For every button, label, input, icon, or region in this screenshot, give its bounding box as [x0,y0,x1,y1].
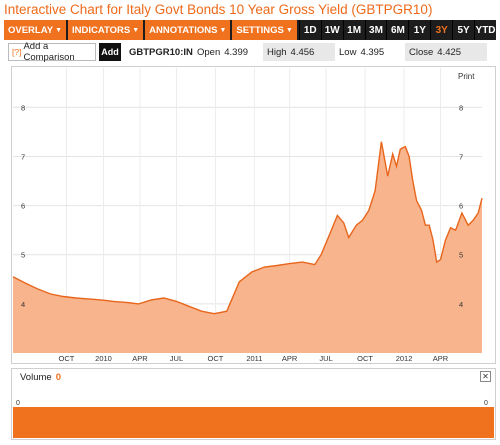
high-label: High [267,46,287,58]
indicators-menu-button[interactable]: INDICATORS ▼ [68,20,144,40]
y-tick-label-right: 4 [459,300,463,309]
annotations-menu-button[interactable]: ANNOTATIONS ▼ [145,20,231,40]
range-1m-button[interactable]: 1M [342,20,365,40]
chevron-down-icon: ▼ [55,26,62,34]
x-tick-label: APR [132,354,148,363]
x-tick-label: 2010 [95,354,112,363]
comparison-input[interactable]: [?] Add a Comparison [8,41,96,63]
x-tick-label: JUL [170,354,183,363]
y-axis-right: 4 5 6 7 8 [459,103,463,309]
ticker-label: GBTPGR10:IND [129,46,193,58]
low-label: Low [339,46,357,58]
yield-line [12,141,483,315]
y-tick-label-left: 8 [21,103,25,112]
close-icon[interactable]: ✕ [480,371,491,382]
high-price: High 4.456 [263,43,335,61]
overlay-menu-button[interactable]: OVERLAY ▼ [4,20,66,40]
y-tick-label-left: 5 [21,251,25,260]
annotations-menu-label: ANNOTATIONS [149,24,218,36]
indicators-menu-label: INDICATORS [72,24,131,36]
volume-bar [13,407,494,438]
x-tick-label: JUL [319,354,332,363]
close-value: 4.425 [437,46,462,58]
volume-panel: Volume 0 ✕ 0 0 [11,368,496,440]
y-tick-label-right: 5 [459,251,463,260]
range-1d-button[interactable]: 1D [298,20,321,40]
chart-title: Interactive Chart for Italy Govt Bonds 1… [4,2,433,17]
y-tick-label-right: 6 [459,202,463,211]
quote-bar: [?] Add a Comparison Add GBTPGR10:IND Op… [8,41,496,63]
x-tick-label: 2011 [246,354,262,363]
volume-chart: 0 0 [13,400,494,438]
low-value: 4.395 [360,46,385,58]
open-value: 4.399 [224,46,249,58]
x-tick-label: OCT [208,354,224,363]
close-price: Close 4.425 [405,43,487,61]
range-1w-button[interactable]: 1W [320,20,343,40]
yield-area [13,141,482,353]
ticker-symbol: GBTPGR10:IND [125,43,193,61]
y-axis-left: 4 5 6 7 8 [21,103,25,309]
low-price: Low 4.395 [335,43,405,61]
add-comparison-button[interactable]: Add [99,43,121,61]
y-tick-label-left: 4 [21,300,25,309]
chevron-down-icon: ▼ [285,26,293,34]
volume-title: Volume [20,372,52,383]
comparison-placeholder: Add a Comparison [23,41,75,63]
range-ytd-button[interactable]: YTD [474,20,496,40]
x-tick-label: OCT [357,354,373,363]
chevron-down-icon: ▼ [132,26,140,34]
y-tick-label-left: 7 [21,152,25,161]
range-6m-button[interactable]: 6M [386,20,408,40]
y-tick-label-right: 7 [459,152,463,161]
x-tick-label: 2012 [396,354,413,363]
y-tick-label-left: 6 [21,202,25,211]
high-value: 4.456 [290,46,315,58]
volume-zero-left: 0 [16,400,20,407]
settings-menu-label: SETTINGS [236,24,284,36]
chart-toolbar: OVERLAY ▼ INDICATORS ▼ ANNOTATIONS ▼ SET… [4,20,496,40]
volume-value: 0 [55,372,61,383]
x-tick-label: APR [282,354,298,363]
open-price: Open 4.399 [193,43,263,61]
range-5y-button[interactable]: 5Y [452,20,474,40]
print-link[interactable]: Print [458,72,475,81]
help-icon[interactable]: [?] [12,47,22,57]
x-axis: OCT 2010 APR JUL OCT 2011 APR JUL OCT 2012 APR [59,354,449,363]
range-3m-button[interactable]: 3M [364,20,387,40]
chevron-down-icon: ▼ [219,26,227,34]
volume-label: Volume 0 [20,372,61,383]
settings-menu-button[interactable]: SETTINGS ▼ [232,20,297,40]
open-label: Open [197,46,221,58]
range-3y-button[interactable]: 3Y [430,20,452,40]
x-tick-label: APR [433,354,449,363]
range-1y-button[interactable]: 1Y [408,20,430,40]
overlay-menu-label: OVERLAY [8,24,54,36]
volume-zero-right: 0 [484,400,488,407]
x-tick-label: OCT [59,354,75,363]
close-label: Close [409,46,434,58]
y-tick-label-right: 8 [459,103,463,112]
